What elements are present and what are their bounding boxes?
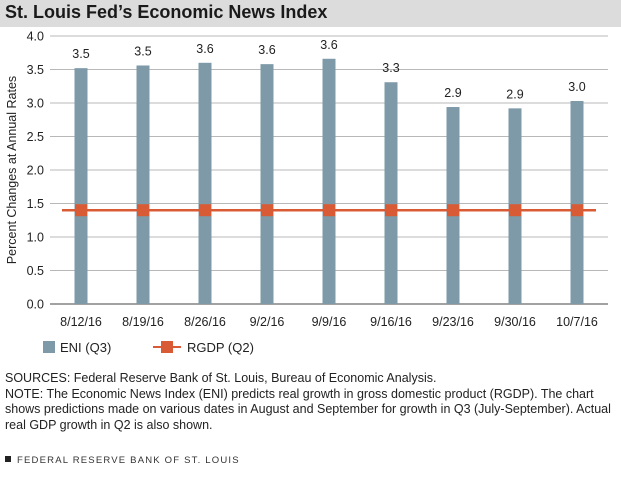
x-tick-label: 9/30/16 [494,315,536,329]
bar-data-label: 3.0 [568,80,585,94]
x-tick-label: 9/16/16 [370,315,412,329]
rgdp-marker [571,204,583,217]
legend-label-eni: ENI (Q3) [60,340,112,355]
chart: 0.0 0.5 1.0 1.5 2.0 2.5 3.0 3.5 4.0 Percent Chang… [5,30,608,330]
chart-title: St. Louis Fed’s Economic News Index [5,2,328,22]
footer-text: FEDERAL RESERVE BANK OF ST. LOUIS [17,455,240,466]
legend-label-rgdp: RGDP (Q2) [187,340,254,355]
y-tick-label: 1.0 [27,231,44,245]
rgdp-marker [137,204,149,217]
rgdp-marker [261,204,273,217]
bar-data-label: 3.3 [382,61,399,75]
y-tick-label: 2.0 [27,164,44,178]
chart-text: 0.0 0.5 1.0 1.5 2.0 2.5 3.0 3.5 4.0 Percent Chang… [5,30,598,330]
y-axis-label: Percent Changes at Annual Rates [5,76,19,264]
square-bullet-icon [5,456,11,462]
eni-bar [74,68,88,304]
bar-data-label: 3.5 [72,47,89,61]
y-tick-label: 3.0 [27,97,44,111]
y-tick-label: 2.5 [27,130,44,144]
eni-bar [198,62,212,304]
bar-data-label: 2.9 [444,86,461,100]
x-tick-label: 9/23/16 [432,315,474,329]
legend-swatch-rgdp-marker [161,341,173,353]
eni-bar [322,58,336,304]
rgdp-marker [509,204,521,217]
eni-bar [136,65,150,304]
bar-data-label: 3.5 [134,44,151,58]
rgdp-marker [323,204,335,217]
rgdp-marker [447,204,459,217]
note-text: NOTE: The Economic News Index (ENI) pred… [5,386,611,432]
rgdp-line-layer [62,204,596,217]
legend-swatch-eni [43,341,55,353]
x-tick-label: 8/19/16 [122,315,164,329]
bar-data-label: 3.6 [258,43,275,57]
rgdp-marker [75,204,87,217]
x-tick-label: 9/9/16 [312,315,347,329]
x-tick-label: 10/7/16 [556,315,598,329]
source-notes: SOURCES: Federal Reserve Bank of St. Lou… [5,371,617,433]
rgdp-marker [385,204,397,217]
bar-data-label: 3.6 [320,38,337,52]
eni-bar [260,64,274,304]
rgdp-marker [199,204,211,217]
x-tick-label: 8/12/16 [60,315,102,329]
bar-data-label: 2.9 [506,87,523,101]
eni-bar [384,82,398,304]
sources-text: SOURCES: Federal Reserve Bank of St. Lou… [5,371,437,385]
y-tick-label: 0.5 [27,264,44,278]
x-tick-label: 9/2/16 [250,315,285,329]
eni-bar [570,100,584,305]
y-tick-label: 4.0 [27,30,44,44]
y-tick-label: 0.0 [27,298,44,312]
footer: FEDERAL RESERVE BANK OF ST. LOUIS [5,455,240,466]
title-bar: St. Louis Fed’s Economic News Index [0,0,621,27]
bar-data-label: 3.6 [196,42,213,56]
y-tick-label: 1.5 [27,197,44,211]
y-tick-label: 3.5 [27,63,44,77]
x-tick-label: 8/26/16 [184,315,226,329]
